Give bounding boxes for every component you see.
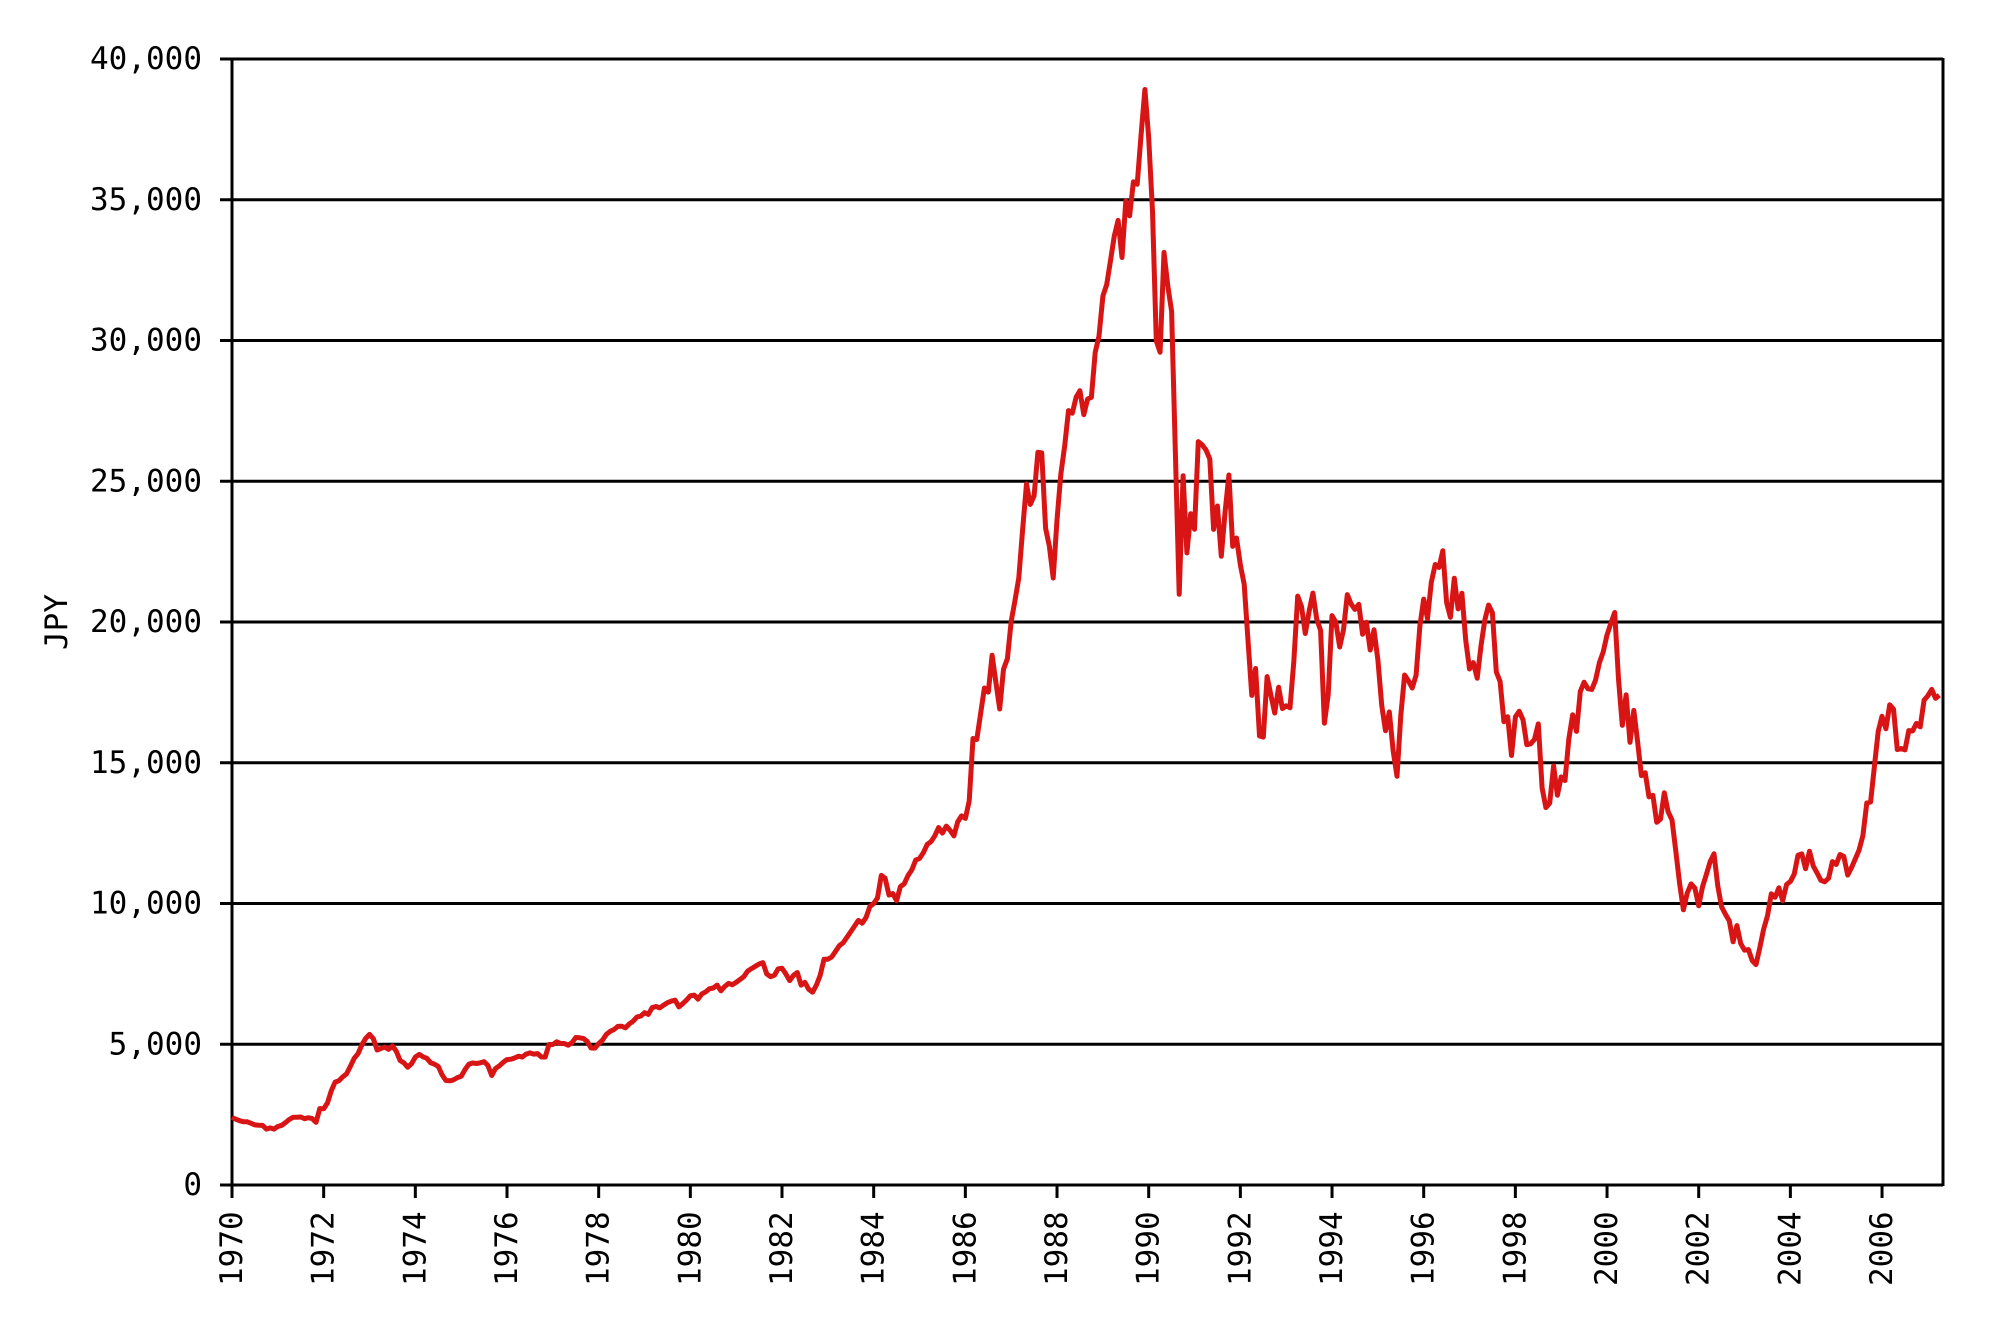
- x-tick-label: 1972: [306, 1211, 342, 1286]
- x-tick-label: 1980: [672, 1211, 708, 1286]
- x-ticks: [230, 1185, 1884, 1198]
- x-tick-label: 2004: [1772, 1211, 1808, 1286]
- y-tick-label: 20,000: [90, 604, 202, 640]
- x-tick-label: 1970: [214, 1211, 250, 1286]
- y-tick-label: 25,000: [90, 463, 202, 499]
- y-tick-label: 40,000: [90, 41, 202, 77]
- x-tick-label: 1996: [1406, 1211, 1442, 1286]
- y-tick-label: 5,000: [109, 1026, 202, 1062]
- x-tick-label: 1986: [947, 1211, 983, 1286]
- x-tick-label: 1982: [764, 1211, 800, 1286]
- y-tick-label: 15,000: [90, 745, 202, 781]
- x-tick-label: 1988: [1039, 1211, 1075, 1286]
- plot-border: [230, 58, 1945, 1186]
- y-axis-title: JPY: [39, 594, 75, 650]
- x-tick-label: 2006: [1864, 1211, 1900, 1286]
- y-tick-label: 35,000: [90, 182, 202, 218]
- x-tick-label: 2002: [1681, 1211, 1717, 1286]
- x-tick-label: 1992: [1222, 1211, 1258, 1286]
- x-tick-labels: 1970 1972 1974 1976 1978 1980 1982 1984 1986 1988…: [214, 1211, 1900, 1286]
- x-tick-label: 1984: [856, 1211, 892, 1286]
- y-tick-label: 30,000: [90, 323, 202, 359]
- y-gridlines: [220, 57, 1943, 1187]
- x-tick-label: 1990: [1131, 1211, 1167, 1286]
- x-tick-label: 2000: [1589, 1211, 1625, 1286]
- y-tick-label: 0: [183, 1167, 202, 1203]
- x-tick-label: 1978: [581, 1211, 617, 1286]
- x-tick-label: 1998: [1497, 1211, 1533, 1286]
- y-tick-label: 10,000: [90, 886, 202, 922]
- x-tick-label: 1976: [489, 1211, 525, 1286]
- x-tick-label: 1994: [1314, 1211, 1350, 1286]
- y-tick-labels: 0 5,000 10,000 15,000 20,000 25,000 30,000 35,0…: [90, 41, 202, 1203]
- nikkei-price-line: [230, 87, 1941, 1132]
- x-tick-label: 1974: [397, 1211, 433, 1286]
